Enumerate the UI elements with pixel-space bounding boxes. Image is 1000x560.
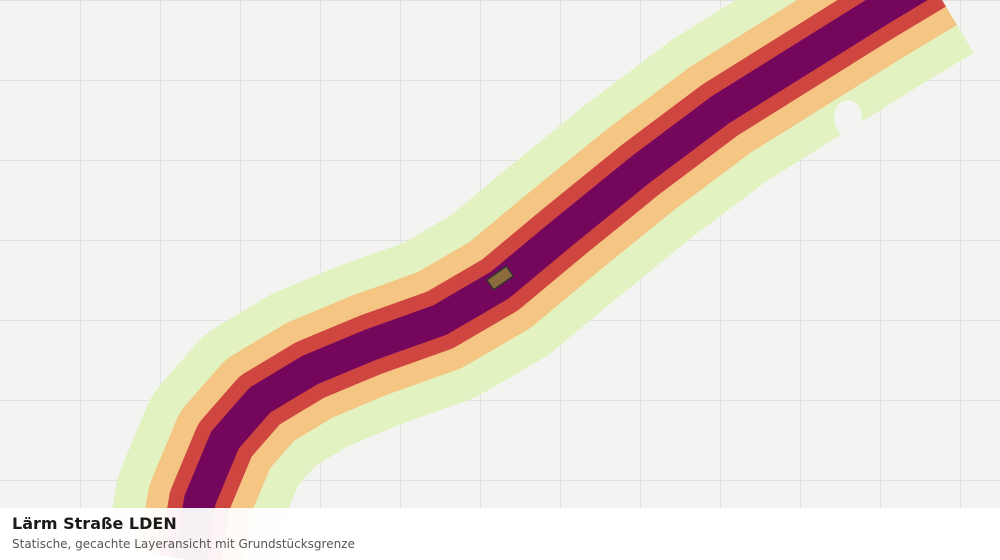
band-very-high — [174, 0, 928, 560]
title: Lärm Straße LDEN — [12, 514, 177, 533]
footer: Lärm Straße LDEN Statische, gecachte Lay… — [0, 508, 1000, 560]
subtitle: Statische, gecachte Layeransicht mit Gru… — [12, 537, 355, 551]
parcel-boundary — [485, 265, 515, 291]
noise-bands — [106, 0, 974, 560]
gap — [834, 100, 862, 136]
